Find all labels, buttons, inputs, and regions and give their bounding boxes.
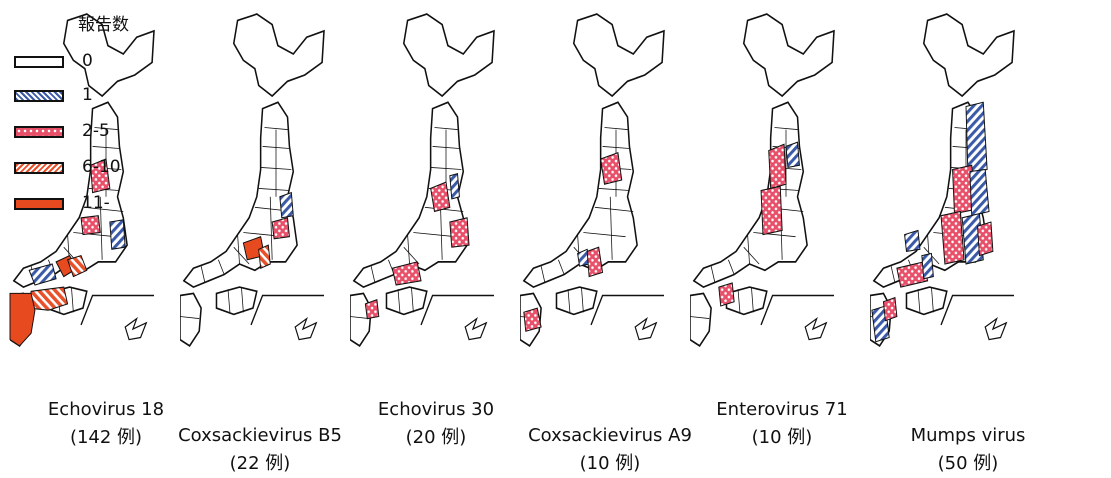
legend-label: 2-5	[82, 121, 110, 141]
highlighted-prefecture	[600, 152, 623, 185]
map-title: Coxsackievirus A9	[528, 425, 692, 446]
legend-label: 1	[82, 85, 93, 105]
map-case-count: (50 例)	[937, 453, 999, 474]
legend-item-1: 1	[10, 85, 160, 110]
map-coxsackievirus-b5	[180, 13, 325, 347]
legend-item-0: 0	[10, 51, 160, 76]
highlighted-prefecture	[9, 292, 36, 347]
legend: 報告数 0 1 2-5 6-10 11-	[10, 8, 160, 238]
highlighted-prefecture	[271, 217, 290, 240]
highlighted-prefecture	[449, 173, 460, 200]
map-caption-echovirus-30: Echovirus 30 (20 例)	[326, 396, 546, 452]
map-case-count: (22 例)	[229, 453, 291, 474]
japan-outline	[350, 13, 495, 347]
highlighted-prefecture	[80, 215, 101, 236]
map-echovirus-30	[350, 13, 495, 347]
highlighted-prefecture	[430, 181, 451, 213]
map-title: Echovirus 30	[377, 399, 495, 420]
highlighted-prefecture	[28, 263, 57, 286]
highlighted-prefecture	[718, 282, 735, 307]
highlighted-prefecture	[449, 217, 470, 248]
highlighted-prefecture	[904, 229, 921, 252]
map-case-count: (10 例)	[579, 453, 641, 474]
highlighted-prefecture	[586, 246, 604, 278]
map-caption-coxsackievirus-b5: Coxsackievirus B5 (22 例)	[150, 422, 370, 478]
highlighted-prefecture	[391, 261, 422, 286]
highlighted-prefecture	[364, 298, 380, 320]
highlighted-prefecture	[896, 261, 929, 288]
highlighted-prefecture	[882, 296, 898, 322]
highlighted-prefecture	[258, 244, 271, 269]
legend-swatch-empty	[14, 56, 64, 68]
map-case-count: (142 例)	[69, 427, 143, 448]
highlighted-prefecture	[977, 221, 994, 257]
map-case-count: (10 例)	[751, 427, 813, 448]
map-echovirus-18	[9, 13, 155, 347]
highlighted-prefecture	[921, 252, 934, 280]
legend-item-2: 2-5	[10, 121, 160, 146]
map-caption-mumps-virus: Mumps virus (50 例)	[858, 422, 1078, 478]
map-mumps-virus	[870, 13, 1015, 347]
highlighted-prefecture	[523, 307, 542, 332]
legend-swatch-orange-hatch	[14, 162, 64, 174]
legend-swatch-pink-dots	[14, 126, 64, 138]
legend-title: 報告数	[78, 15, 129, 35]
highlighted-prefecture	[66, 254, 88, 278]
japan-outline	[180, 13, 325, 347]
map-caption-enterovirus-71: Enterovirus 71 (10 例)	[672, 396, 892, 452]
highlighted-prefecture	[785, 141, 800, 169]
map-title: Enterovirus 71	[716, 399, 848, 420]
japan-outline	[690, 13, 835, 347]
highlighted-prefecture	[90, 158, 111, 194]
map-coxsackievirus-a9	[520, 13, 665, 347]
legend-label: 11-	[82, 193, 110, 213]
legend-swatch-blue-hatch	[14, 90, 64, 102]
legend-item-4: 11-	[10, 193, 160, 218]
japan-outline	[520, 13, 665, 347]
map-caption-coxsackievirus-a9: Coxsackievirus A9 (10 例)	[500, 422, 720, 478]
highlighted-prefecture	[969, 168, 990, 217]
map-caption-echovirus-18: Echovirus 18 (142 例)	[0, 396, 216, 452]
map-title: Echovirus 18	[47, 399, 165, 420]
legend-label: 6-10	[82, 157, 121, 177]
highlighted-prefecture	[768, 143, 787, 190]
highlighted-prefecture	[109, 219, 126, 250]
highlighted-prefecture	[965, 101, 988, 175]
highlighted-prefecture	[760, 185, 783, 236]
highlighted-prefecture	[279, 191, 294, 219]
japan-outline	[870, 13, 1015, 347]
legend-label: 0	[82, 51, 93, 71]
highlighted-prefecture	[940, 210, 965, 265]
legend-swatch-red-solid	[14, 198, 64, 210]
legend-item-3: 6-10	[10, 157, 160, 182]
map-title: Coxsackievirus B5	[178, 425, 342, 446]
map-title: Mumps virus	[910, 425, 1026, 446]
map-enterovirus-71	[690, 13, 835, 347]
map-case-count: (20 例)	[405, 427, 467, 448]
